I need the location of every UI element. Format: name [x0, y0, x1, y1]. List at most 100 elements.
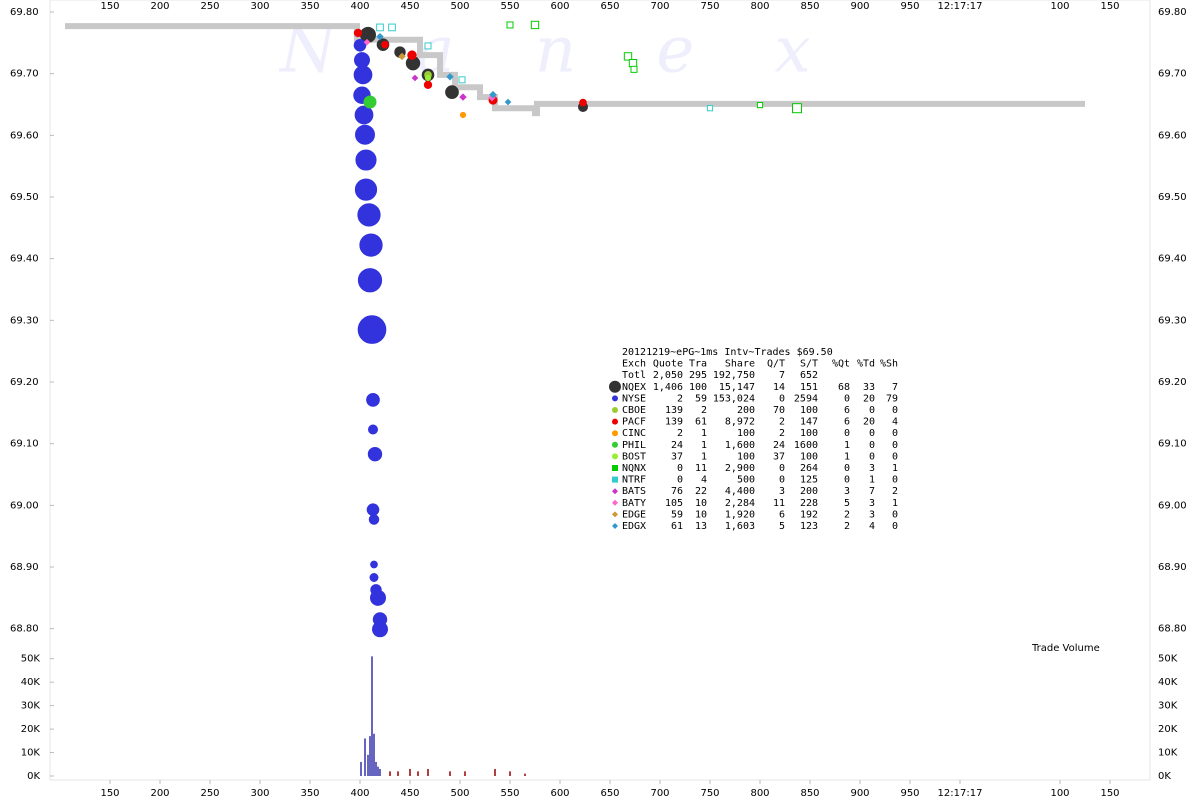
- stats-cell: 295: [689, 370, 707, 381]
- stats-cell: 3: [779, 486, 785, 497]
- trade-diamond: [446, 73, 454, 81]
- stats-cell: 1,600: [725, 440, 755, 451]
- x-tick-label: 250: [200, 788, 219, 799]
- x-tick-label: 600: [550, 788, 569, 799]
- y-tick-label: 69.00: [1158, 500, 1187, 511]
- legend-marker: [612, 523, 618, 529]
- trade-diamond: [376, 32, 384, 41]
- stats-cell: 10: [695, 498, 707, 509]
- stats-cell: 61: [671, 521, 683, 532]
- x-tick-label: 350: [300, 1, 319, 12]
- trade-circle: [367, 446, 383, 462]
- trade-circle: [354, 52, 370, 69]
- y-tick-label: 69.70: [10, 69, 39, 80]
- stats-cell: 264: [800, 463, 818, 474]
- trade-circle: [424, 74, 432, 82]
- y-tick-label: 69.40: [1158, 254, 1187, 265]
- stats-cell: 200: [800, 486, 818, 497]
- stats-cell: 4: [869, 521, 875, 532]
- stats-name: BOST: [622, 451, 646, 462]
- trade-diamond: [363, 38, 371, 46]
- y-tick-label: 69.10: [10, 439, 39, 450]
- stats-cell: 139: [665, 417, 683, 428]
- volume-tick-label: 50K: [1158, 654, 1178, 665]
- x-tick-label: 400: [350, 1, 369, 12]
- stats-cell: 59: [695, 393, 707, 404]
- trade-circle: [372, 621, 388, 638]
- stats-header: Q/T: [767, 359, 785, 370]
- x-tick-label: 950: [900, 1, 919, 12]
- trade-circle: [370, 560, 378, 569]
- stats-cell: 1: [701, 451, 707, 462]
- stats-name: NYSE: [622, 393, 646, 404]
- y-tick-label: 69.20: [10, 377, 39, 388]
- stats-cell: 11: [695, 463, 707, 474]
- stats-cell: 2: [677, 428, 683, 439]
- plot-frame: [49, 0, 1151, 781]
- trade-diamond: [504, 98, 512, 106]
- trade-square: [376, 23, 384, 32]
- y-tick-label: 68.90: [1158, 562, 1187, 573]
- stats-cell: 228: [800, 498, 818, 509]
- volume-tick-label: 10K: [1158, 748, 1178, 759]
- trade-circle: [445, 85, 459, 100]
- trade-square: [458, 76, 466, 84]
- stats-name: PACF: [622, 417, 646, 428]
- trade-diamond: [489, 90, 497, 99]
- y-tick-label: 69.50: [1158, 192, 1187, 203]
- x-tick-label: 12:17:17: [938, 788, 983, 799]
- stats-name: BATS: [622, 486, 646, 497]
- stats-cell: 0: [869, 405, 875, 416]
- volume-tick-label: 30K: [21, 701, 41, 712]
- stats-cell: 37: [773, 451, 785, 462]
- stats-cell: 200: [737, 405, 755, 416]
- stats-cell: 76: [671, 486, 683, 497]
- stats-cell: 1,603: [725, 521, 755, 532]
- legend-marker: [612, 465, 618, 471]
- stats-cell: 7: [869, 486, 875, 497]
- stats-cell: 61: [695, 417, 707, 428]
- x-tick-label: 400: [350, 788, 369, 799]
- stats-cell: 0: [869, 440, 875, 451]
- stats-cell: 0: [779, 475, 785, 486]
- trade-square: [388, 23, 396, 32]
- stats-cell: 2: [844, 521, 850, 532]
- legend-marker: [612, 407, 618, 413]
- stats-cell: 192,750: [713, 370, 755, 381]
- stats-name: NQEX: [622, 382, 646, 393]
- stats-cell: 33: [863, 382, 875, 393]
- stats-cell: 70: [773, 405, 785, 416]
- stats-cell: 100: [689, 382, 707, 393]
- stats-cell: 0: [869, 428, 875, 439]
- x-tick-label: 450: [400, 1, 419, 12]
- stats-name: EDGE: [622, 509, 646, 520]
- stats-cell: 5: [844, 498, 850, 509]
- stats-cell: 3: [869, 498, 875, 509]
- stats-cell: 1,406: [653, 382, 683, 393]
- stats-cell: 0: [779, 393, 785, 404]
- stats-header: Tra: [689, 359, 707, 370]
- volume-tick-label: 10K: [21, 748, 41, 759]
- stats-cell: 123: [800, 521, 818, 532]
- stats-cell: 3: [869, 509, 875, 520]
- x-tick-label: 12:17:17: [938, 1, 983, 12]
- stats-cell: 13: [695, 521, 707, 532]
- stats-header: S/T: [800, 359, 818, 370]
- y-tick-label: 69.30: [1158, 315, 1187, 326]
- stats-cell: 100: [800, 451, 818, 462]
- stats-cell: 15,147: [719, 382, 755, 393]
- stats-header: Quote: [653, 359, 683, 370]
- x-tick-label: 950: [900, 788, 919, 799]
- x-tick-label: 200: [150, 1, 169, 12]
- legend-marker: [612, 418, 618, 425]
- x-tick-label: 200: [150, 788, 169, 799]
- stats-cell: 1600: [794, 440, 818, 451]
- stats-header: %Td: [857, 359, 875, 370]
- trade-circle: [459, 111, 467, 119]
- stats-cell: 22: [695, 486, 707, 497]
- volume-tick-label: 30K: [1158, 701, 1178, 712]
- legend-marker: [612, 395, 618, 402]
- stats-cell: 151: [800, 382, 818, 393]
- x-tick-label: 800: [750, 788, 769, 799]
